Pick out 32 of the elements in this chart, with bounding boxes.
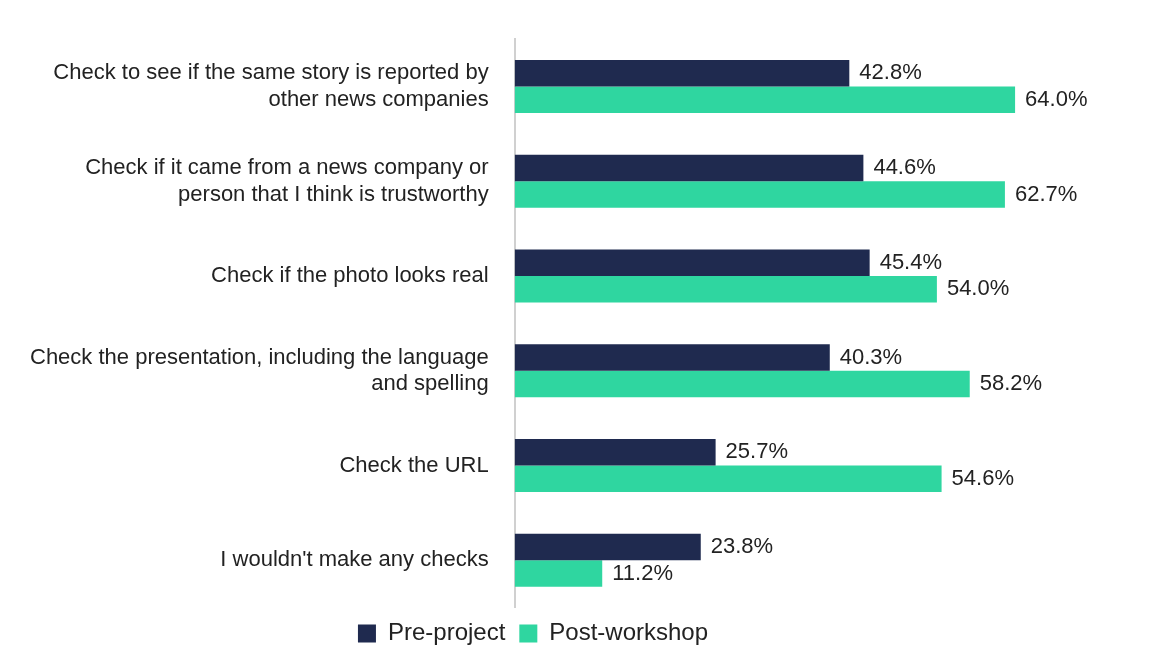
- legend-label: Post-workshop: [549, 618, 709, 646]
- bar: [514, 344, 830, 371]
- bar: [514, 249, 870, 277]
- data-label: 58.2%: [979, 370, 1043, 396]
- bar: [514, 60, 850, 87]
- data-label: 25.7%: [725, 438, 788, 464]
- data-label: 54.0%: [946, 275, 1010, 301]
- y-tick-label: Check the presentation, including the language and spelling: [29, 343, 489, 396]
- data-label: 40.3%: [839, 343, 903, 369]
- legend-label: Pre-project: [387, 618, 506, 646]
- data-label: 42.8%: [859, 59, 922, 85]
- data-label: 54.6%: [951, 464, 1014, 490]
- y-tick-label: Check to see if the same story is reported by other news companies: [53, 59, 489, 111]
- bar: [514, 86, 1016, 114]
- y-tick-label: Check the URL: [339, 451, 489, 477]
- bar: [514, 533, 701, 561]
- bar: [514, 276, 937, 303]
- y-tick-label: Check if the photo looks real: [211, 262, 489, 288]
- bar: [514, 465, 942, 493]
- data-label: 64.0%: [1025, 85, 1088, 111]
- data-label: 45.4%: [879, 248, 943, 274]
- y-tick-label: I wouldn't make any checks: [220, 546, 489, 572]
- data-label: 11.2%: [612, 559, 673, 585]
- y-tick-label: Check if it came from a news company or person that I think is trustworthy: [85, 154, 489, 206]
- bar: [514, 438, 716, 466]
- data-label: 62.7%: [1014, 180, 1078, 206]
- data-label: 23.8%: [710, 533, 774, 559]
- data-label: 44.6%: [873, 154, 936, 180]
- bar: [514, 370, 970, 398]
- bar: [514, 560, 603, 587]
- bar: [514, 154, 864, 182]
- bar: [514, 181, 1005, 208]
